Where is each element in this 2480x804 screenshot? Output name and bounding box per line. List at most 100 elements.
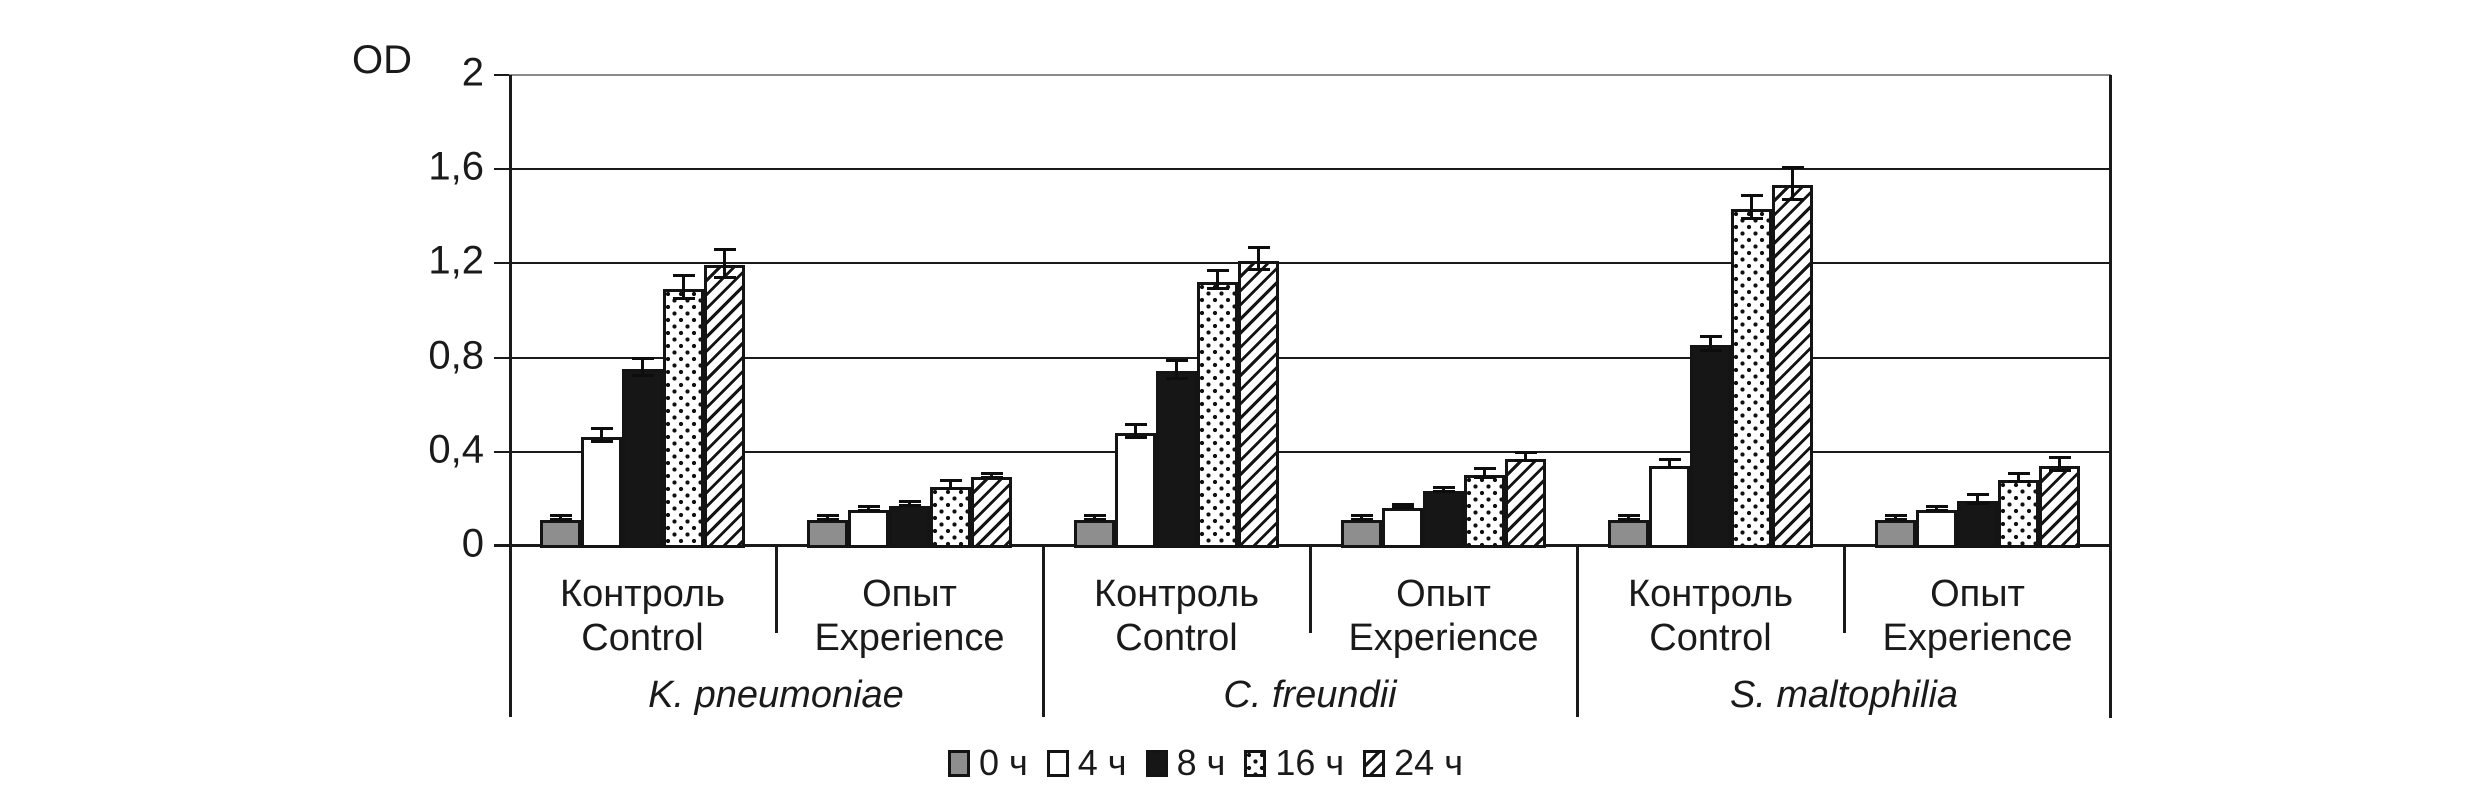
bar (1238, 261, 1279, 548)
condition-label: Контроль Control (560, 572, 725, 660)
error-bar-line (1750, 195, 1753, 219)
error-bar-line (2017, 472, 2020, 483)
error-bar-cap-top (631, 356, 654, 360)
bar (889, 506, 930, 548)
legend-label: 8 ч (1176, 742, 1226, 783)
bar (1690, 345, 1731, 548)
y-axis-line (509, 75, 512, 717)
error-bar-cap-top (1740, 194, 1763, 198)
error-bar-cap-bottom (898, 503, 921, 507)
bar (1423, 491, 1464, 548)
condition-label-ru: Контроль (1093, 573, 1260, 615)
error-bar-cap-bottom (1350, 518, 1373, 522)
error-bar-line (1935, 505, 1938, 511)
error-bar-line (1175, 359, 1178, 379)
error-bar-cap-bottom (713, 275, 736, 279)
bar (1341, 520, 1382, 548)
species-label: S. maltophilia (1729, 674, 1959, 716)
bar (848, 510, 889, 548)
error-bar-cap-top (713, 248, 736, 252)
error-bar-cap-bottom (1781, 197, 1804, 201)
error-bar-cap-top (939, 479, 962, 483)
bar (1382, 508, 1423, 548)
y-axis-tick (494, 168, 509, 171)
error-bar-cap-bottom (631, 374, 654, 378)
bar (1156, 371, 1197, 548)
legend-label: 0 ч (979, 742, 1028, 783)
error-bar-cap-top (1966, 493, 1989, 497)
error-bar-line (1709, 336, 1712, 351)
y-tick-label: 0,8 (428, 333, 484, 378)
error-bar-cap-top (898, 500, 921, 504)
error-bar-cap-top (816, 514, 839, 518)
bar (622, 369, 663, 548)
bar (2039, 466, 2080, 548)
error-bar-line (949, 480, 952, 490)
condition-separator (1843, 546, 1846, 633)
error-bar-cap-bottom (2048, 468, 2071, 472)
gridline (509, 262, 2111, 265)
condition-label: Опыт Experience (814, 572, 1004, 660)
error-bar-cap-top (1473, 467, 1496, 471)
error-bar-cap-bottom (1391, 506, 1414, 510)
condition-label-ru: Опыт (1930, 573, 2025, 615)
error-bar-line (908, 501, 911, 506)
legend-label: 4 ч (1077, 742, 1127, 783)
y-axis-tick (494, 74, 509, 76)
condition-label-en: Control (1115, 617, 1238, 659)
bar (704, 265, 745, 548)
error-bar-cap-top (590, 427, 613, 431)
bar (1916, 510, 1957, 548)
error-bar-cap-top (549, 514, 572, 518)
bar (1957, 501, 1998, 548)
bar (540, 520, 581, 548)
solid-white-legend-swatch (1046, 749, 1069, 777)
bar (1649, 466, 1690, 548)
condition-label-en: Experience (1348, 617, 1539, 659)
error-bar-line (559, 515, 562, 521)
legend-label: 16 ч (1275, 742, 1345, 783)
species-separator (1576, 546, 1579, 717)
error-bar-cap-top (1781, 165, 1804, 169)
condition-separator (775, 546, 778, 633)
error-bar-line (2058, 456, 2061, 471)
condition-label-ru: Контроль (559, 573, 726, 615)
bar (1998, 480, 2039, 548)
error-bar-cap-top (1617, 514, 1640, 518)
dots-legend-swatch (1244, 749, 1267, 777)
condition-label: Опыт Experience (1882, 572, 2072, 660)
condition-label-ru: Контроль (1627, 573, 1794, 615)
species-separator (1042, 546, 1045, 717)
error-bar-cap-bottom (1658, 466, 1681, 470)
y-axis-tick (494, 262, 509, 265)
error-bar-line (641, 357, 644, 377)
condition-label: Контроль Control (1628, 572, 1793, 660)
error-bar-line (990, 472, 993, 478)
error-bar-cap-top (1206, 269, 1229, 273)
bar (1731, 209, 1772, 548)
error-bar-cap-bottom (1165, 376, 1188, 380)
error-bar-cap-top (1083, 514, 1106, 518)
error-bar-line (1627, 515, 1630, 521)
error-bar-cap-bottom (980, 475, 1003, 479)
condition-separator (1309, 546, 1312, 633)
error-bar-line (1257, 246, 1260, 271)
error-bar-line (1976, 494, 1979, 504)
error-bar-cap-top (1432, 486, 1455, 490)
error-bar-cap-bottom (1432, 489, 1455, 493)
gridline (509, 450, 2111, 453)
bar (807, 520, 848, 548)
plot-area (509, 74, 2111, 548)
error-bar-cap-top (1350, 514, 1373, 518)
error-bar-line (826, 515, 829, 521)
error-bar-cap-top (672, 274, 695, 278)
error-bar-cap-bottom (1617, 518, 1640, 522)
y-tick-label: 2 (461, 50, 484, 95)
bar (663, 289, 704, 548)
condition-label-en: Experience (814, 617, 1005, 659)
bar (1074, 520, 1115, 548)
error-bar-line (682, 275, 685, 299)
y-axis-title: OD (352, 38, 412, 82)
error-bar-line (600, 428, 603, 443)
error-bar-line (1894, 515, 1897, 521)
